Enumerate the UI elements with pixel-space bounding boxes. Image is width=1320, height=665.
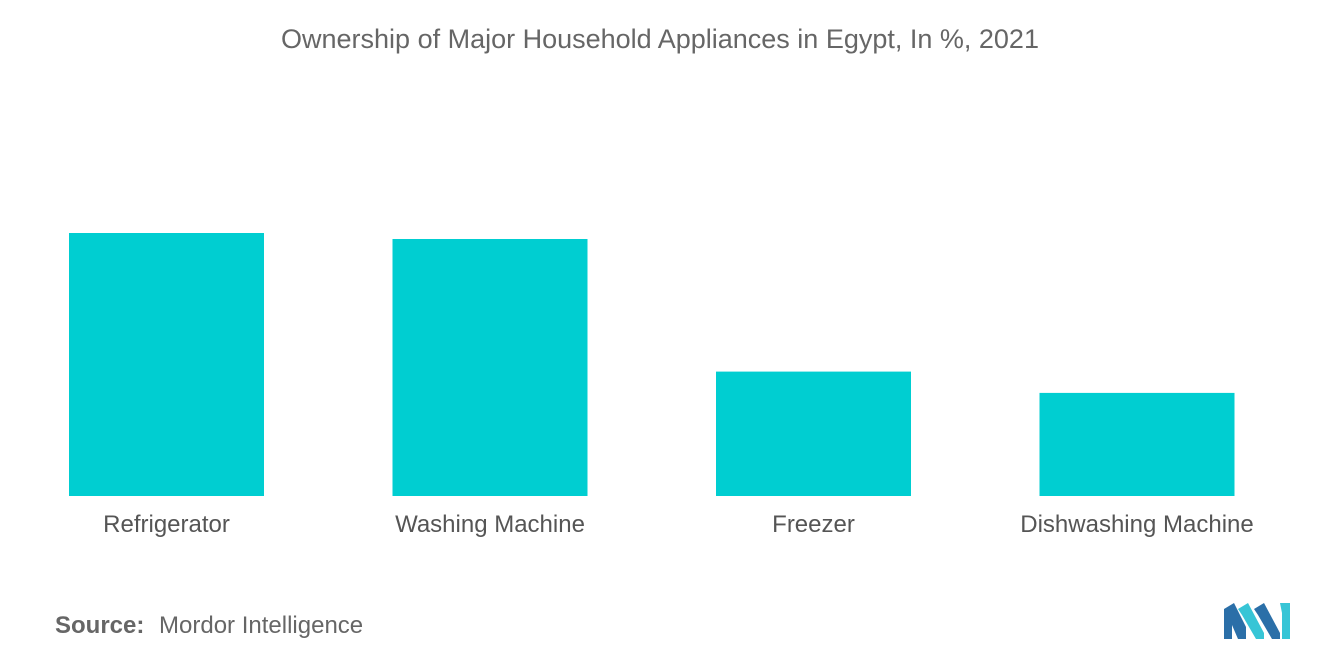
bar-chart: Refrigerator Washing Machine Freezer Dishwa… [69, 233, 1254, 538]
category-label-washing-machine: Washing Machine [395, 511, 585, 538]
category-labels-group: Refrigerator Washing Machine Freezer Dishwa… [103, 511, 1254, 538]
bar-dishwashing-machine [1039, 392, 1235, 496]
bar-refrigerator [69, 233, 264, 496]
bar-washing-machine [392, 239, 588, 496]
chart-title: Ownership of Major Household Appliances … [281, 24, 1039, 54]
source-value: Mordor Intelligence [159, 612, 364, 639]
source-note: Source: Mordor Intelligence [55, 612, 363, 640]
bars-group [69, 233, 1235, 496]
mordor-intelligence-logo-icon [1224, 603, 1290, 639]
bar-freezer [716, 371, 911, 496]
category-label-freezer: Freezer [772, 511, 855, 538]
category-label-refrigerator: Refrigerator [103, 511, 230, 538]
category-label-dishwashing-machine: Dishwashing Machine [1020, 511, 1253, 538]
source-label: Source: [55, 612, 145, 639]
